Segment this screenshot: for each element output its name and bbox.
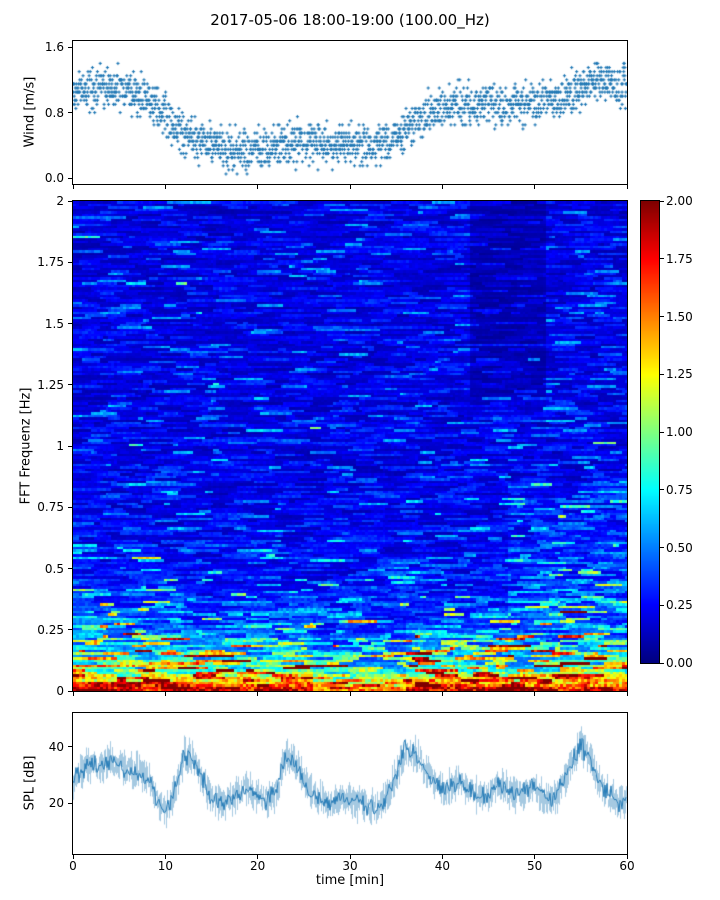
colorbar-tick [660,316,664,317]
spectrogram-ytick [68,690,72,692]
colorbar-tick [660,662,664,664]
spectrogram-ytick [68,323,72,324]
spectrogram-xtick [164,692,166,696]
spl-xtick-label: 40 [434,859,450,873]
spectrogram-ytick-label: 1 [56,439,64,453]
wind-ytick [68,46,72,48]
wind-ytick-label: 1.6 [44,40,64,54]
colorbar-tick [660,431,664,433]
spl-plot [72,712,628,855]
spectrogram-xtick [349,692,351,696]
colorbar-tick-label: 1.50 [666,309,693,324]
spectrogram-ytick-label: 1.75 [37,255,64,270]
colorbar-tick [660,547,664,548]
spectrogram-plot [72,200,628,692]
spl-xtick-label: 60 [619,859,635,873]
spectrogram-ytick-label: 0.5 [44,561,64,576]
spl-ytick [68,746,72,748]
wind-xtick [534,185,536,189]
spectrogram-xtick [257,692,259,696]
spectrogram-xtick [534,692,536,696]
spectrogram-ytick [68,200,72,202]
spl-xtick [257,855,259,859]
spectrogram-ytick-label: 0.25 [37,622,64,637]
wind-ytick [68,177,72,179]
wind-xtick [72,185,74,189]
colorbar-tick-label: 1.00 [666,425,693,439]
spl-xtick-label: 30 [342,859,358,873]
wind-xtick [257,185,259,189]
wind-ytick-label: 0.8 [44,105,64,120]
wind-scatter-canvas [73,41,627,184]
spectrogram-ytick-label: 1.5 [44,316,64,331]
colorbar-tick [660,200,664,202]
spl-canvas [73,713,627,854]
spl-ytick-label: 40 [48,739,64,754]
wind-ytick-label: 0.0 [44,171,64,185]
spl-xtick [441,855,443,859]
colorbar-tick [660,489,664,491]
wind-xtick [626,185,628,189]
spectrogram-xtick [626,692,628,696]
spectrogram-ytick [68,261,72,263]
figure-title: 2017-05-06 18:00-19:00 (100.00_Hz) [210,11,490,29]
spl-xtick [534,855,536,859]
colorbar-tick [660,373,664,375]
spl-xtick [349,855,351,859]
spl-xtick-label: 20 [250,859,266,873]
colorbar-tick-label: 0.75 [666,482,693,497]
wind-ytick [68,112,72,113]
colorbar-tick-label: 0.50 [666,540,693,555]
colorbar-tick [660,258,664,260]
spl-xtick [626,855,628,859]
spectrogram-xtick [72,692,74,696]
wind-xtick [441,185,443,189]
spl-xtick [164,855,166,859]
spectrogram-ytick-label: 0 [56,684,64,698]
spectrogram-ytick [68,384,72,386]
spectrogram-xtick [441,692,443,696]
x-axis-label: time [min] [315,873,385,888]
wind-xtick [164,185,166,189]
spl-xtick-label: 0 [69,859,77,873]
spl-xtick [72,855,74,859]
colorbar-tick-label: 0.00 [666,656,693,670]
spectrogram-ytick [68,629,72,631]
colorbar-tick [660,604,664,606]
colorbar-tick-label: 1.75 [666,251,693,266]
colorbar-tick-label: 0.25 [666,598,693,613]
spectrogram-ytick-label: 1.25 [37,377,64,392]
colorbar [640,200,660,664]
spl-xtick-label: 50 [527,859,543,873]
wind-xtick [349,185,351,189]
spectrogram-ytick-label: 0.75 [37,500,64,515]
spectrogram-ytick [68,568,72,569]
spl-ytick [68,802,72,804]
colorbar-tick-label: 2.00 [666,194,693,208]
colorbar-tick-label: 1.25 [666,367,693,382]
spectrogram-ytick-label: 2 [56,194,64,208]
spectrogram-ytick [68,445,72,447]
spectrogram-canvas [73,201,627,691]
wind-plot [72,40,628,185]
spl-xtick-label: 10 [157,859,173,873]
spl-ytick-label: 20 [48,796,64,811]
colorbar-canvas [641,201,659,663]
spectrogram-ytick [68,506,72,508]
